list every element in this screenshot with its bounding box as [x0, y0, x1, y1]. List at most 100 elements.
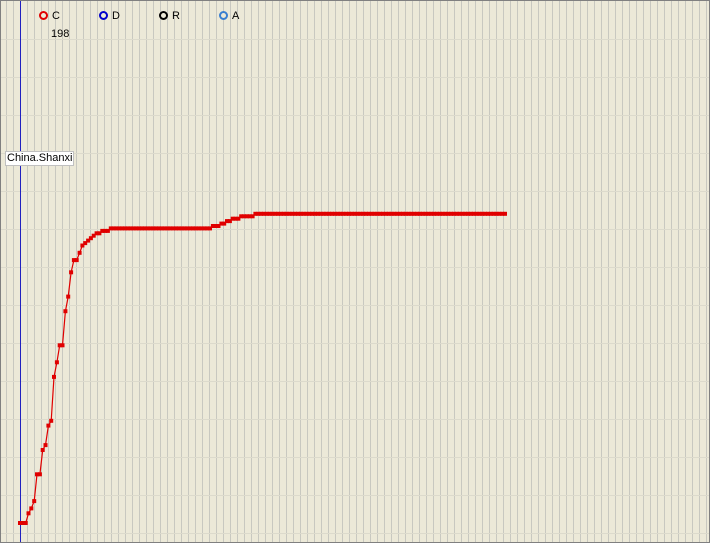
legend-marker-icon [39, 10, 48, 20]
data-point [474, 211, 479, 216]
data-point [432, 211, 437, 216]
data-point [210, 224, 215, 228]
data-point [103, 228, 108, 233]
data-point [412, 211, 417, 216]
data-point [389, 211, 394, 216]
data-point [247, 214, 252, 219]
data-point [151, 226, 156, 231]
data-point [290, 211, 295, 216]
data-point [372, 211, 377, 216]
data-point [494, 211, 499, 216]
data-point [26, 511, 31, 516]
data-point [40, 448, 45, 452]
data-point [296, 211, 300, 216]
data-point [361, 211, 366, 216]
data-point [244, 214, 249, 219]
data-point [213, 224, 218, 228]
data-point [205, 226, 210, 231]
data-point [344, 211, 349, 216]
data-point [318, 211, 323, 216]
legend-item-c[interactable]: C [39, 10, 60, 22]
legend-marker-icon [99, 10, 108, 20]
data-point [23, 521, 28, 525]
data-point [57, 343, 62, 348]
data-point [480, 211, 485, 216]
legend-item-d[interactable]: D [99, 10, 120, 22]
data-point [400, 211, 405, 216]
data-point [423, 211, 428, 216]
data-point [497, 211, 502, 216]
data-point [420, 211, 425, 216]
data-point [477, 211, 482, 216]
data-point [364, 211, 368, 216]
data-point [486, 211, 490, 216]
data-point [18, 521, 22, 525]
data-point [341, 211, 346, 216]
data-point [256, 211, 261, 216]
data-point [449, 211, 454, 216]
data-point [32, 499, 37, 504]
data-point [321, 211, 326, 216]
data-point [488, 211, 493, 216]
data-point [43, 443, 48, 448]
legend-label: R [172, 10, 180, 22]
data-point [49, 418, 54, 423]
data-point [383, 211, 388, 216]
data-point [137, 226, 142, 231]
data-point [415, 211, 420, 216]
data-point [77, 250, 82, 255]
legend-marker-icon [159, 10, 168, 20]
data-point [35, 472, 39, 477]
data-point [281, 211, 286, 216]
data-point [86, 238, 91, 243]
data-point [185, 226, 190, 231]
data-point [443, 211, 448, 216]
data-point [278, 211, 283, 216]
data-point [239, 214, 244, 219]
data-point [375, 211, 380, 216]
data-point [216, 224, 221, 228]
data-point [307, 211, 312, 216]
data-point [426, 211, 431, 216]
data-point [227, 219, 232, 224]
legend-item-r[interactable]: R [159, 10, 180, 22]
data-point [202, 226, 207, 231]
legend-label: C [52, 10, 60, 22]
data-point [94, 231, 99, 236]
data-point [457, 211, 462, 216]
data-point [179, 226, 184, 231]
data-point [273, 211, 278, 216]
data-point [208, 226, 212, 231]
data-point [395, 211, 400, 216]
data-point [378, 211, 383, 216]
data-point [463, 211, 468, 216]
data-point [157, 226, 161, 231]
data-point [403, 211, 408, 216]
data-point [60, 343, 65, 348]
case-count-label: 198 [51, 28, 70, 40]
data-point [335, 211, 340, 216]
legend-marker-icon [219, 10, 228, 20]
data-point [154, 226, 159, 231]
data-point [429, 211, 434, 216]
data-point [66, 294, 71, 299]
data-point [451, 211, 456, 216]
data-point [148, 226, 153, 231]
data-point [270, 211, 275, 216]
data-point [261, 211, 266, 216]
data-point [188, 226, 193, 231]
data-point [83, 241, 88, 246]
data-point [193, 226, 198, 231]
data-point [191, 226, 195, 231]
data-point [91, 233, 96, 238]
data-point [162, 226, 167, 231]
data-point [434, 211, 439, 216]
data-point [174, 226, 178, 231]
data-point [276, 211, 281, 216]
data-point [111, 226, 116, 231]
region-label: China.Shanxi [5, 151, 75, 166]
data-point [347, 211, 351, 216]
legend-item-a[interactable]: A [219, 10, 239, 22]
